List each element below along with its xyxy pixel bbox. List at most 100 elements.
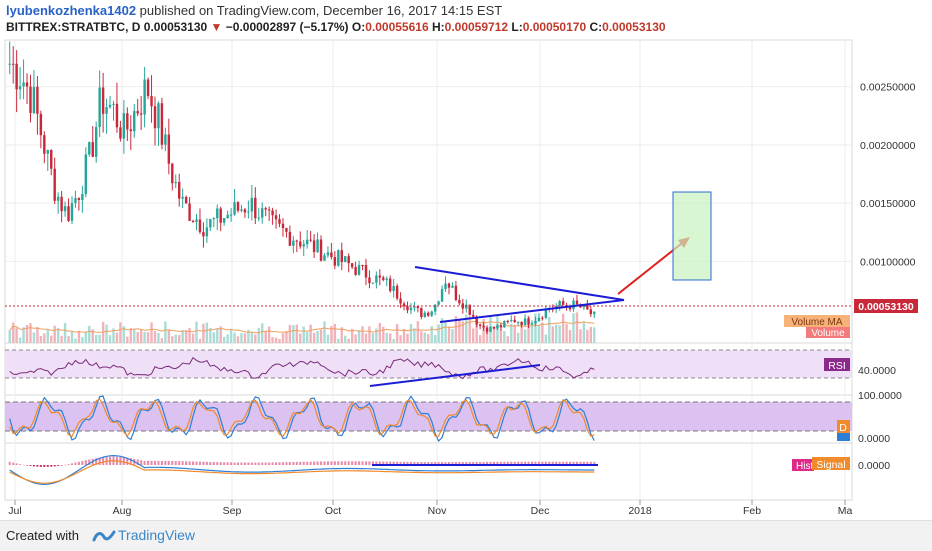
volume-bar <box>126 336 129 343</box>
macd-hist-bar <box>81 460 84 465</box>
macd-hist-bar <box>434 462 437 465</box>
candle-body <box>593 311 596 315</box>
macd-hist-bar <box>569 461 572 465</box>
candle-body <box>430 311 433 316</box>
chart-canvas[interactable]: 0.00250000 0.00200000 0.00150000 0.00100000… <box>0 0 932 520</box>
macd-hist-bar <box>323 461 326 465</box>
volume-bar <box>433 334 437 343</box>
macd-hist-bar <box>236 462 240 465</box>
triangle-lower-trendline[interactable] <box>439 299 625 323</box>
chart-header: lyubenkozhenka1402 published on TradingV… <box>6 0 926 36</box>
macd-hist-bar <box>181 461 184 465</box>
volume-bar <box>115 332 119 343</box>
volume-bar <box>22 327 25 343</box>
candle-body <box>153 106 157 129</box>
rsi-label: RSI <box>828 360 846 372</box>
macd-hist-bar <box>479 461 482 465</box>
low-value: 0.00050170 <box>522 20 587 34</box>
macd-hist-bar <box>537 461 540 465</box>
macd-hist-bar <box>195 461 198 465</box>
macd-hist-bar <box>178 461 181 465</box>
volume-bar <box>209 327 212 343</box>
volume-bar <box>506 336 510 343</box>
macd-hist-bar <box>454 462 457 465</box>
macd-hist-bar <box>582 461 585 465</box>
volume-bar <box>288 324 292 343</box>
macd-hist-bar <box>36 465 39 467</box>
candle-body <box>458 299 461 304</box>
candle-body <box>496 325 499 329</box>
volume-bar <box>475 321 478 343</box>
candle-body <box>205 227 209 237</box>
tradingview-logo-icon[interactable] <box>92 528 116 544</box>
candle-body <box>46 149 49 154</box>
author-link[interactable]: lyubenkozhenka1402 <box>6 3 137 18</box>
macd-hist-bar <box>492 461 496 465</box>
last-price: 0.00053130 <box>143 20 208 34</box>
macd-hist-bar <box>382 461 385 465</box>
macd-hist-bar <box>126 457 129 465</box>
candle-body <box>323 255 326 261</box>
volume-bar <box>164 321 167 343</box>
candle-body <box>126 113 129 130</box>
triangle-upper-trendline[interactable] <box>414 266 625 301</box>
rsi-trendline[interactable] <box>369 364 541 387</box>
candle-body <box>264 208 267 210</box>
volume-bar <box>84 331 88 343</box>
candlesticks <box>8 41 596 335</box>
volume-bar <box>67 336 70 343</box>
change-value: −0.00002897 (−5.17%) <box>225 20 349 34</box>
volume-ma-label: Volume MA <box>791 317 842 328</box>
candle-body <box>236 202 240 211</box>
signal-label: Signal <box>816 459 845 471</box>
candle-body <box>56 196 60 201</box>
candle-body <box>74 198 77 204</box>
volume-bar <box>333 323 337 343</box>
candle-body <box>506 320 510 322</box>
macd-hist-bar <box>496 461 499 465</box>
macd-hist-bar <box>396 461 399 465</box>
volume-bar <box>295 324 299 343</box>
macd-hist-bar <box>164 460 167 465</box>
candle-body <box>561 301 565 306</box>
candle-body <box>209 219 212 228</box>
candle-body <box>129 129 132 132</box>
candle-body <box>212 218 216 220</box>
candle-body <box>350 263 354 268</box>
candle-body <box>11 63 15 65</box>
macd-hist-bar <box>319 461 323 465</box>
volume-bar <box>575 312 579 343</box>
volume-bar <box>153 331 157 343</box>
macd-hist-bar <box>330 461 333 465</box>
candle-body <box>288 231 292 246</box>
candle-body <box>15 63 18 90</box>
volume-bar <box>264 331 267 343</box>
volume-bar <box>88 325 91 343</box>
macd-hist-bar <box>586 461 589 465</box>
volume-bar <box>499 329 503 343</box>
macd-hist-bar <box>25 465 29 466</box>
candle-body <box>146 79 150 96</box>
volume-bar <box>143 332 146 343</box>
macd-hist-bar <box>292 462 295 465</box>
volume-bar <box>388 333 392 343</box>
y-tick-label: 0.00200000 <box>860 140 916 152</box>
macd-hist-bar <box>271 462 274 465</box>
ohlc-line: BITTREX:STRATBTC, D 0.00053130 ▼ −0.0000… <box>6 20 666 34</box>
change-arrow-icon: ▼ <box>210 20 223 34</box>
volume-bar <box>257 327 260 343</box>
candle-body <box>139 113 143 115</box>
macd-hist-bar <box>70 463 74 465</box>
tradingview-link[interactable]: TradingView <box>118 527 196 543</box>
stoch-100-label: 100.0000 <box>858 390 902 402</box>
target-box[interactable] <box>672 191 712 281</box>
stoch-k-badge <box>837 433 850 441</box>
volume-bar <box>305 332 309 343</box>
macd-hist-bar <box>188 461 191 465</box>
volume-bar <box>198 338 202 343</box>
close-label: C: <box>589 20 603 34</box>
candle-body <box>243 209 247 213</box>
candle-body <box>70 203 74 221</box>
candle-body <box>94 127 98 157</box>
macd-hist-bar <box>67 464 70 465</box>
